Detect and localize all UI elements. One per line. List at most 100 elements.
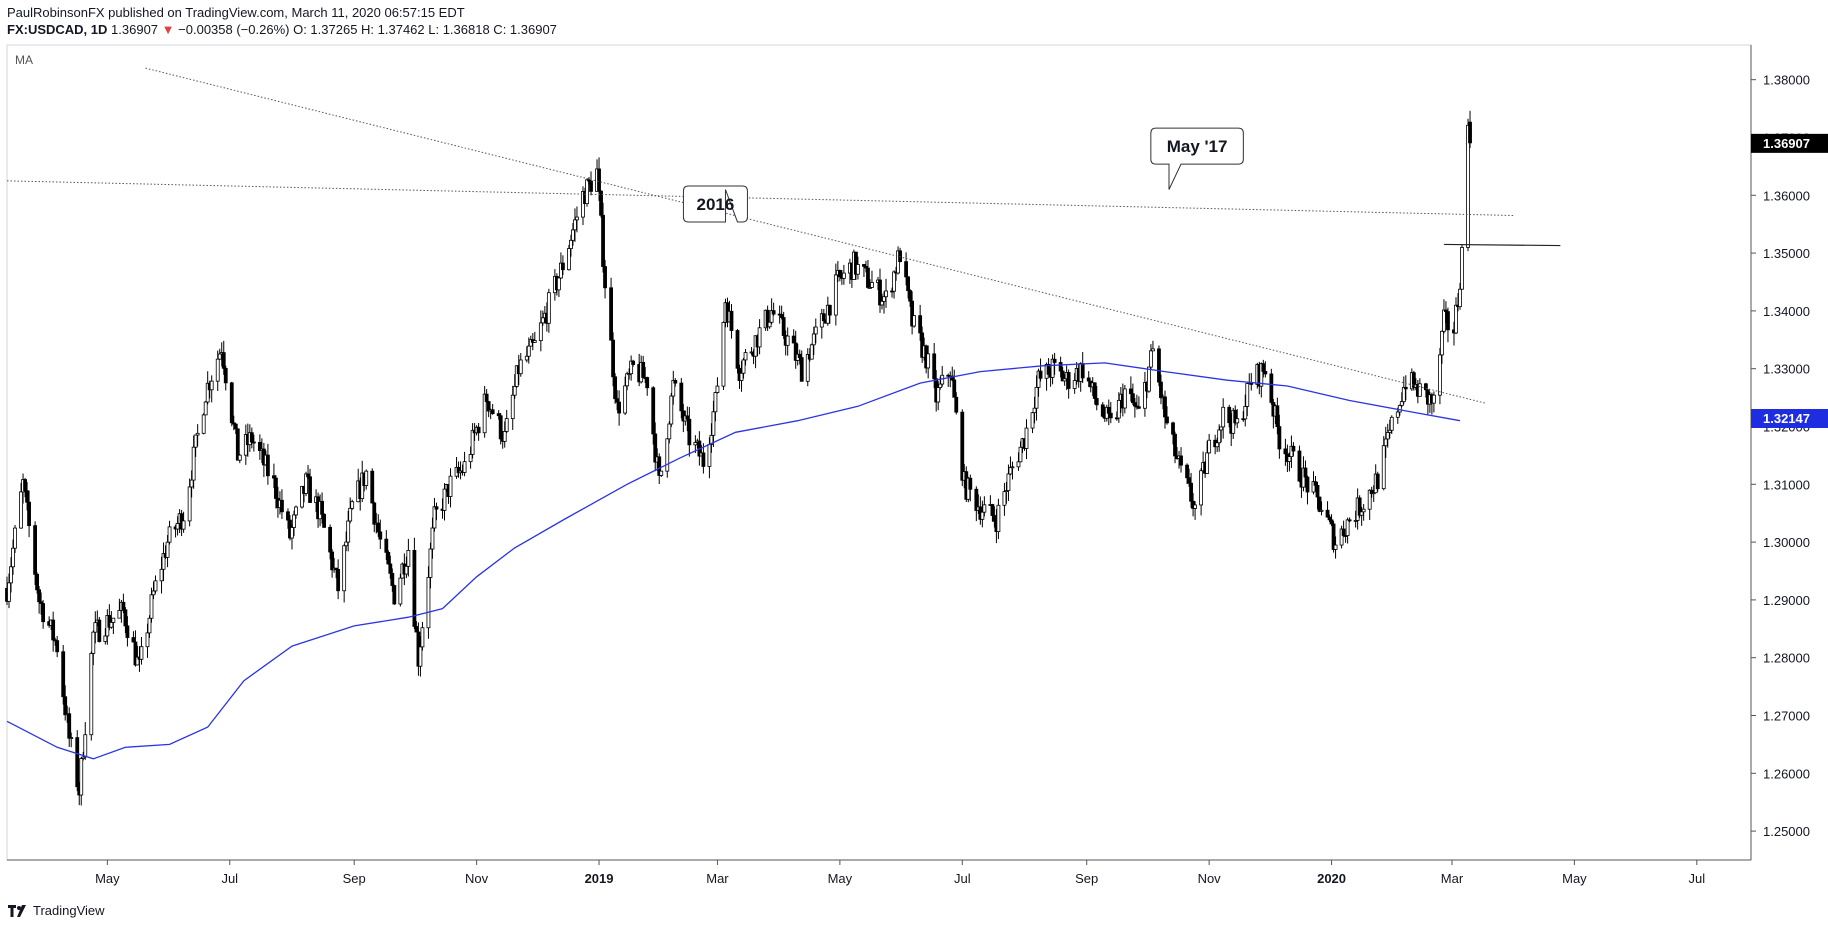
candle-body xyxy=(159,568,164,582)
candle-body xyxy=(601,214,605,267)
candle-body xyxy=(1411,372,1416,388)
candle-body xyxy=(426,577,431,629)
candle-body xyxy=(61,651,66,698)
candle-body xyxy=(1325,509,1330,518)
candle-body xyxy=(11,547,15,568)
candle-body xyxy=(623,385,628,414)
candle-body xyxy=(641,361,646,378)
candle-body xyxy=(308,476,312,503)
candle-body xyxy=(165,541,170,558)
price-axis[interactable]: 1.380001.370001.360001.350001.340001.330… xyxy=(1751,73,1810,839)
dotted-trendline[interactable] xyxy=(145,67,1487,404)
candle-body xyxy=(1032,407,1037,414)
candle-body xyxy=(597,168,601,192)
footer: TradingView xyxy=(8,903,105,918)
candle-body xyxy=(203,401,208,416)
candle-body xyxy=(627,373,632,376)
candle-body xyxy=(290,527,294,539)
time-tick-label: 2020 xyxy=(1317,871,1346,886)
price-tick-label: 1.33000 xyxy=(1763,362,1810,377)
dotted-trendline[interactable] xyxy=(6,180,1515,217)
candle-body xyxy=(926,353,931,369)
time-tick-label: May xyxy=(95,871,120,886)
callout-box[interactable] xyxy=(1150,127,1244,190)
candle-body xyxy=(322,513,326,528)
candle-body xyxy=(603,266,607,289)
time-axis[interactable]: May Jul Sep Nov 2019 Mar May Jul Sep Nov 2020 Mar Ma… xyxy=(95,860,1705,886)
candle-body xyxy=(617,401,622,414)
candle-body xyxy=(1315,484,1320,498)
candle-body xyxy=(1357,497,1362,516)
candle-body xyxy=(996,504,1001,533)
candle-body xyxy=(237,454,242,461)
candle-body xyxy=(251,441,256,444)
candle-body xyxy=(223,367,228,384)
candle-body xyxy=(23,479,27,492)
candle-body xyxy=(1052,358,1057,363)
candle-body xyxy=(9,566,13,584)
candle-body xyxy=(27,501,31,527)
candle-body xyxy=(793,342,798,361)
callout-box[interactable] xyxy=(682,185,748,223)
candle-body xyxy=(1401,386,1406,403)
candle-body xyxy=(1444,309,1448,312)
candle-body xyxy=(514,365,519,387)
candle-body xyxy=(920,332,925,358)
candle-body xyxy=(1185,464,1189,479)
price-labels-layer: 1.36907 1.32147 xyxy=(1751,133,1828,428)
candle-body xyxy=(39,601,44,604)
candle-body xyxy=(1030,412,1035,429)
candle-body xyxy=(1305,476,1310,493)
moving-average-line xyxy=(6,362,1461,760)
candle-body xyxy=(7,582,11,602)
candle-body xyxy=(581,191,585,218)
candle-body xyxy=(1347,519,1352,522)
candles-layer xyxy=(5,110,1472,806)
candle-body xyxy=(573,219,577,231)
candle-body xyxy=(1339,528,1344,546)
candle-body xyxy=(1215,442,1220,448)
candle-body xyxy=(376,522,381,533)
candle-body xyxy=(540,317,545,324)
candle-body xyxy=(1317,496,1322,512)
candle-body xyxy=(123,609,128,627)
candle-body xyxy=(149,594,154,619)
candle-body xyxy=(1395,411,1400,418)
candle-body xyxy=(69,737,74,739)
candle-body xyxy=(1289,445,1294,458)
candle-body xyxy=(1132,402,1137,407)
candle-body xyxy=(510,394,515,419)
candle-body xyxy=(1245,383,1250,407)
candle-body xyxy=(1060,370,1065,382)
candle-body xyxy=(862,264,866,267)
candle-body xyxy=(1371,492,1376,495)
last-price-tag: 1.36907 xyxy=(1763,136,1810,151)
candle-body xyxy=(864,266,868,269)
candle-body xyxy=(1034,386,1039,409)
candle-body xyxy=(462,461,467,473)
price-tick-label: 1.31000 xyxy=(1763,477,1810,492)
candle-body xyxy=(880,300,884,306)
candle-body xyxy=(1269,373,1274,403)
candle-body xyxy=(1432,394,1436,404)
candle-body xyxy=(81,756,86,759)
candle-body xyxy=(125,625,130,638)
candle-body xyxy=(1205,452,1210,474)
candle-body xyxy=(575,216,579,221)
candle-body xyxy=(1179,455,1183,466)
plot-area[interactable] xyxy=(6,44,1752,861)
candle-body xyxy=(41,603,46,623)
candle-body xyxy=(306,473,310,478)
candle-body xyxy=(1086,377,1091,382)
candle-body xyxy=(133,641,138,666)
candle-body xyxy=(1100,404,1105,417)
last-price-value: 1.36907 xyxy=(111,22,159,37)
indicator-label: MA xyxy=(15,53,33,67)
symbol-line: FX:USDCAD, 1D 1.36907 ▼ −0.00358 (−0.26%… xyxy=(7,21,557,38)
candle-body xyxy=(938,383,943,388)
horizontal-support-line[interactable] xyxy=(1443,243,1561,247)
candle-body xyxy=(498,415,503,440)
candle-body xyxy=(936,387,941,403)
candle-body xyxy=(797,353,802,358)
